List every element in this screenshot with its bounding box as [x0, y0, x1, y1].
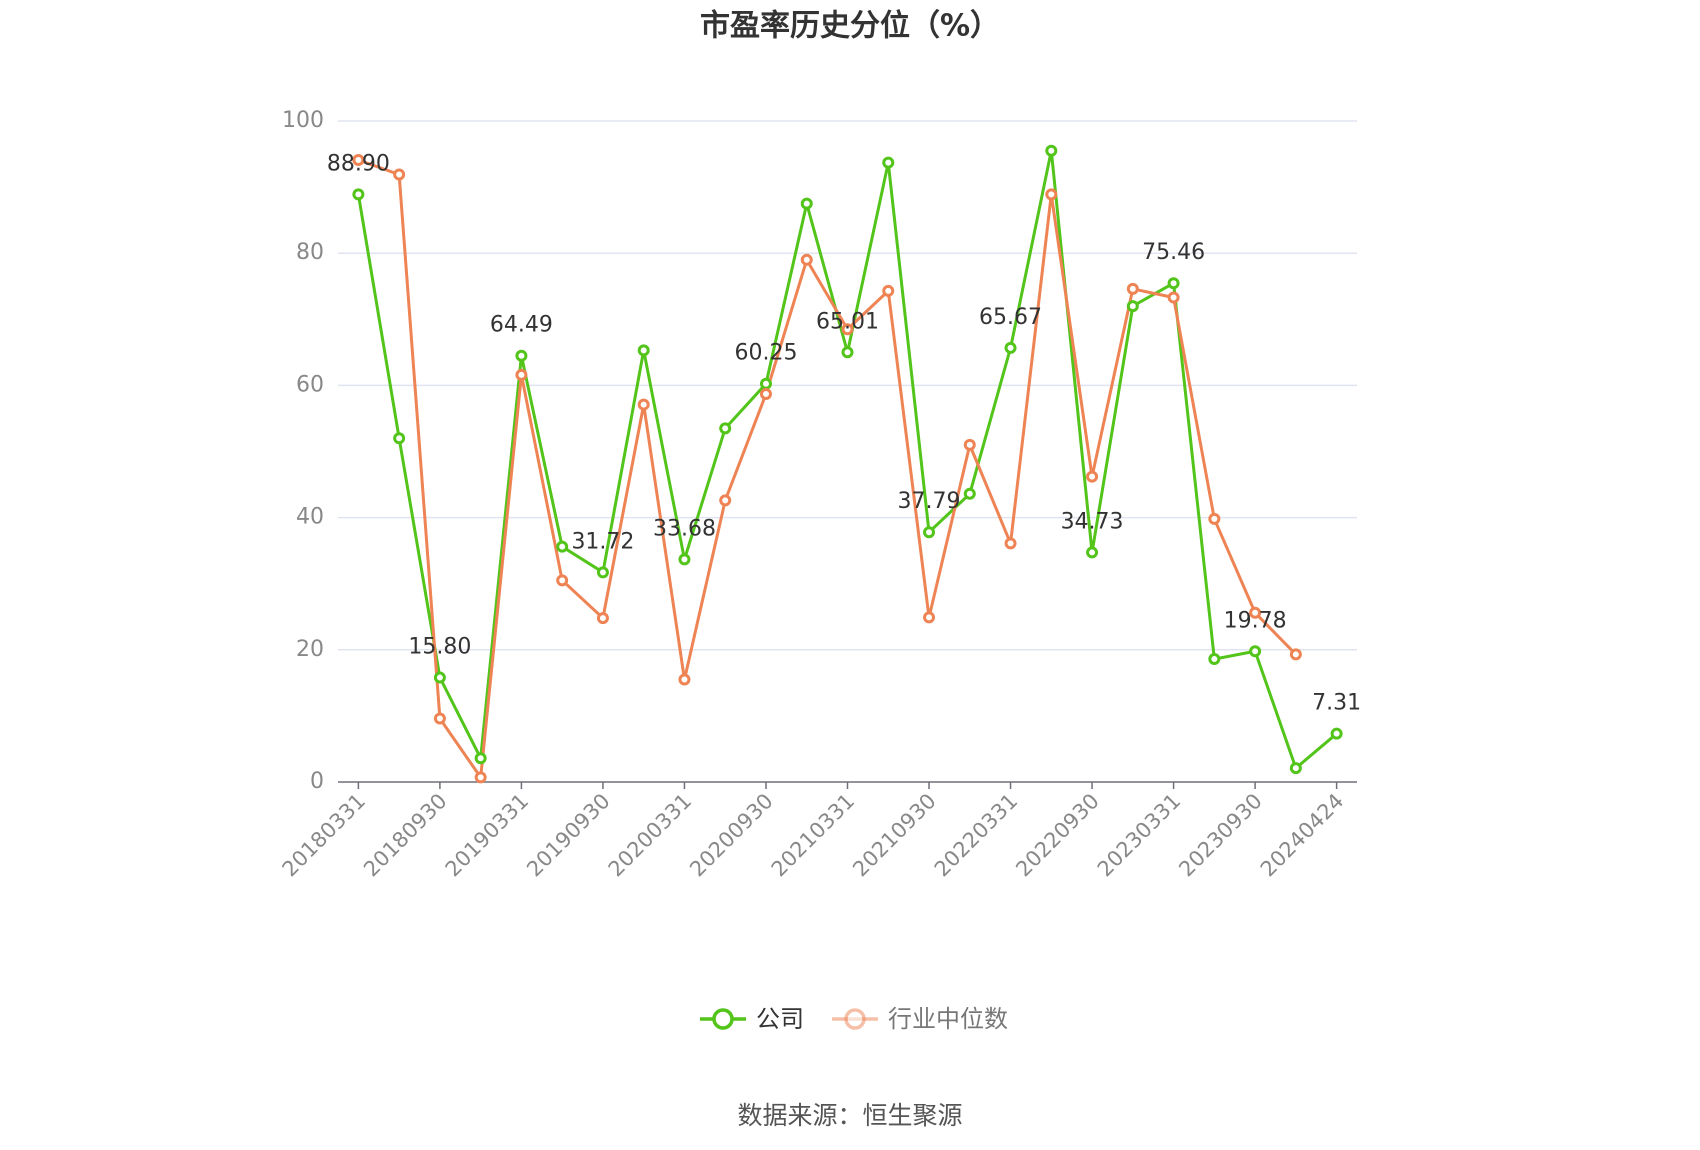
data-point: [433, 671, 446, 684]
data-label: 65.67: [979, 305, 1042, 330]
chart-title: 市盈率历史分位（%）: [700, 9, 1000, 44]
y-tick-label: 60: [296, 372, 324, 397]
data-point: [637, 344, 650, 357]
legend-item[interactable]: 公司: [700, 1005, 804, 1033]
data-point: [1126, 300, 1139, 313]
data-point: [1004, 537, 1017, 550]
data-label: 31.72: [571, 529, 634, 554]
data-point: [963, 487, 976, 500]
x-tick-label: 20220331: [930, 789, 1023, 882]
data-point: [1330, 727, 1343, 740]
data-point: [556, 540, 569, 553]
data-point: [841, 323, 854, 336]
source-note: 数据来源：恒生聚源: [737, 1101, 962, 1130]
data-point: [882, 156, 895, 169]
legend-item[interactable]: 行业中位数: [832, 1005, 1008, 1033]
data-point: [678, 673, 691, 686]
legend-label: 行业中位数: [888, 1005, 1008, 1033]
data-label: 34.73: [1061, 509, 1124, 534]
data-point: [1208, 512, 1221, 525]
data-point: [1045, 188, 1058, 201]
data-point: [1249, 606, 1262, 619]
x-tick-label: 20230930: [1174, 789, 1267, 882]
data-point: [596, 612, 609, 625]
data-label: 15.80: [408, 635, 471, 660]
x-tick-label: 20180331: [278, 789, 371, 882]
data-point: [393, 432, 406, 445]
data-point: [474, 771, 487, 784]
data-point: [1086, 470, 1099, 483]
data-label: 19.78: [1224, 608, 1287, 633]
data-point: [596, 566, 609, 579]
x-tick-label: 20190331: [441, 789, 534, 882]
data-point: [719, 494, 732, 507]
x-tick-label: 20210331: [767, 789, 860, 882]
data-point: [882, 284, 895, 297]
legend: 公司 行业中位数: [700, 1005, 1008, 1033]
data-point: [1045, 144, 1058, 157]
data-point: [393, 168, 406, 181]
legend-marker: [712, 1008, 734, 1030]
data-point: [923, 526, 936, 539]
data-point: [1289, 648, 1302, 661]
data-point: [759, 377, 772, 390]
data-point: [841, 346, 854, 359]
legend-label: 公司: [756, 1005, 804, 1033]
data-point: [515, 349, 528, 362]
x-tick-label: 20230331: [1093, 789, 1186, 882]
data-point: [759, 387, 772, 400]
y-tick-label: 0: [310, 769, 324, 794]
data-label: 33.68: [653, 516, 716, 541]
data-label: 7.31: [1312, 691, 1361, 716]
y-tick-label: 80: [296, 240, 324, 265]
x-tick-label: 20180930: [359, 789, 452, 882]
data-label: 64.49: [490, 313, 553, 338]
data-label: 88.90: [327, 151, 390, 176]
data-point: [433, 712, 446, 725]
legend-marker: [844, 1008, 866, 1030]
data-point: [1086, 546, 1099, 559]
data-point: [1126, 282, 1139, 295]
x-tick-label: 20190930: [522, 789, 615, 882]
data-point: [352, 188, 365, 201]
data-point: [1167, 277, 1180, 290]
data-point: [1167, 291, 1180, 304]
data-point: [515, 368, 528, 381]
data-point: [800, 253, 813, 266]
data-label: 65.01: [816, 309, 879, 334]
y-tick-label: 100: [282, 108, 324, 133]
data-point: [352, 153, 365, 166]
data-point: [963, 438, 976, 451]
y-tick-label: 40: [296, 505, 324, 530]
data-point: [1208, 653, 1221, 666]
y-tick-label: 20: [296, 637, 324, 662]
x-tick-label: 20240424: [1256, 789, 1349, 882]
data-point: [719, 422, 732, 435]
data-label: 60.25: [734, 341, 797, 366]
data-point: [556, 574, 569, 587]
data-point: [678, 553, 691, 566]
data-point: [637, 398, 650, 411]
data-point: [474, 752, 487, 765]
x-tick-label: 20210930: [848, 789, 941, 882]
x-tick-label: 20220930: [1011, 789, 1104, 882]
data-point: [1249, 645, 1262, 658]
x-tick-label: 20200331: [604, 789, 697, 882]
data-point: [1289, 762, 1302, 775]
x-tick-label: 20200930: [685, 789, 778, 882]
data-point: [923, 611, 936, 624]
data-label: 37.79: [898, 489, 961, 514]
series-line: [357, 158, 1297, 782]
data-label: 75.46: [1142, 240, 1205, 265]
data-point: [1004, 341, 1017, 354]
data-point: [800, 197, 813, 210]
